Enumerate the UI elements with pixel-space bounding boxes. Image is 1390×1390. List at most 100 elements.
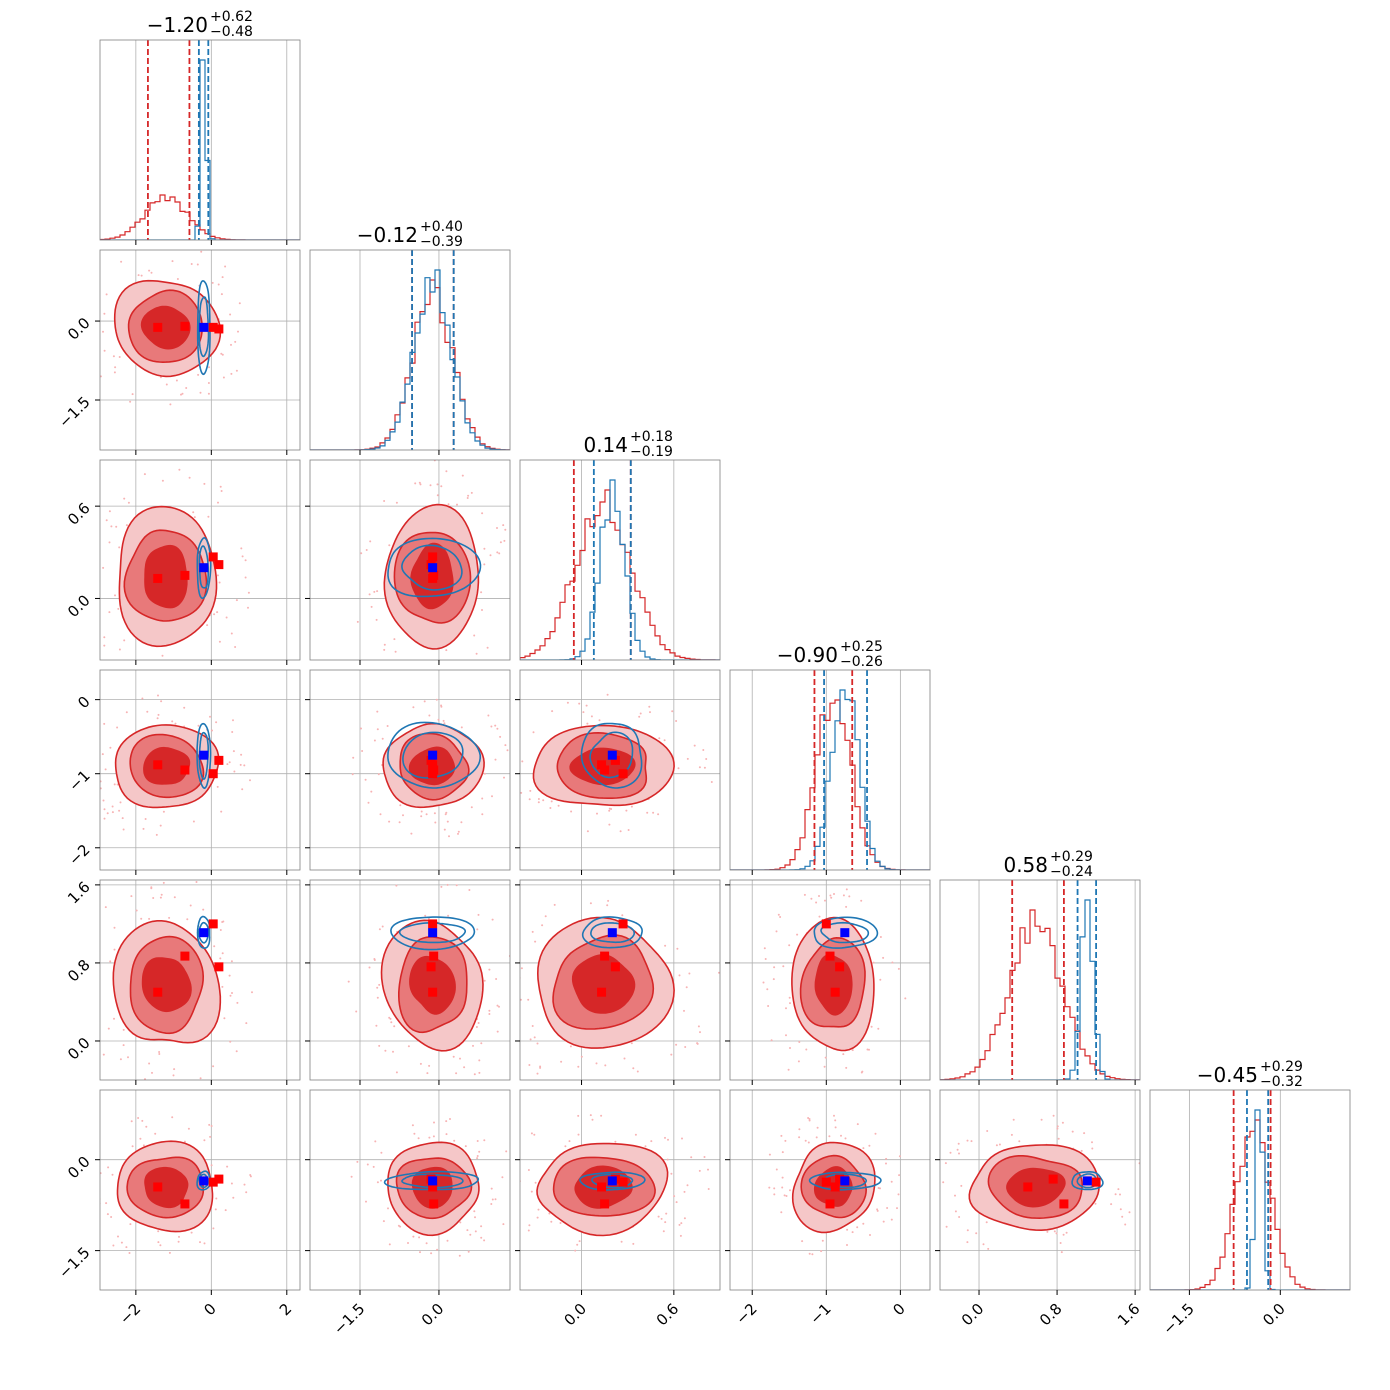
scatter-point-primary [414, 482, 417, 485]
panel-content [520, 670, 720, 870]
scatter-point-primary [541, 924, 544, 927]
scatter-point-primary [157, 694, 159, 697]
marker-secondary [199, 750, 209, 760]
scatter-point-primary [186, 918, 189, 921]
scatter-point-primary [1012, 1118, 1015, 1121]
scatter-point-primary [197, 373, 200, 376]
scatter-point-primary [151, 671, 153, 673]
scatter-point-primary [230, 343, 232, 346]
scatter-point-primary [958, 1152, 960, 1155]
scatter-point-primary [243, 1183, 246, 1186]
scatter-point-primary [223, 1017, 226, 1020]
scatter-point-primary [686, 757, 689, 760]
scatter-point-primary [845, 888, 848, 891]
marker-primary [426, 962, 436, 972]
scatter-point-primary [217, 501, 219, 504]
scatter-point-primary [165, 383, 168, 386]
scatter-point-primary [456, 503, 458, 506]
scatter-point-primary [113, 371, 116, 374]
scatter-point-primary [811, 1253, 814, 1256]
scatter-point-primary [360, 552, 363, 555]
panel-title-value: −0.45 [1197, 1063, 1258, 1087]
panel-4-0: 0.0 0.8 1.6 [64, 878, 301, 1085]
scatter-point-primary [897, 1193, 900, 1196]
panel-4-1 [305, 879, 511, 1085]
contour-primary [140, 305, 191, 350]
scatter-point-primary [221, 353, 224, 356]
scatter-point-primary [241, 555, 244, 558]
marker-primary [428, 552, 438, 562]
scatter-point-primary [798, 1136, 801, 1139]
scatter-point-primary [190, 1231, 193, 1234]
scatter-point-primary [644, 1145, 647, 1148]
panel-frame [519, 879, 721, 1081]
scatter-point-primary [445, 649, 448, 652]
scatter-point-primary [154, 677, 156, 679]
scatter-point-primary [161, 1082, 163, 1084]
scatter-point-primary [1053, 1230, 1056, 1233]
scatter-point-primary [840, 1134, 842, 1137]
scatter-point-primary [206, 624, 209, 627]
y-tick-label: −1.5 [55, 1244, 93, 1282]
scatter-point-primary [376, 710, 379, 713]
scatter-point-primary [660, 1217, 663, 1220]
scatter-point-primary [112, 355, 115, 358]
scatter-point-primary [846, 1244, 848, 1246]
scatter-point-primary [481, 813, 484, 816]
scatter-point-primary [634, 1133, 637, 1136]
scatter-point-primary [148, 1062, 151, 1065]
scatter-point-primary [131, 1145, 134, 1148]
scatter-point-primary [171, 260, 174, 263]
panel-content [91, 460, 300, 679]
scatter-point-primary [498, 552, 501, 555]
scatter-point-primary [662, 1230, 665, 1233]
panel-3-2 [515, 669, 721, 875]
marker-primary [600, 1199, 610, 1209]
scatter-point-primary [91, 641, 93, 643]
scatter-point-primary [536, 1042, 539, 1045]
scatter-point-primary [232, 750, 235, 753]
scatter-point-primary [77, 1185, 79, 1187]
marker-primary [830, 1182, 840, 1192]
scatter-point-primary [395, 501, 398, 504]
scatter-point-primary [103, 817, 106, 820]
scatter-point-primary [494, 724, 497, 727]
contour-secondary [198, 921, 210, 944]
scatter-point-primary [777, 913, 780, 916]
scatter-point-primary [494, 981, 496, 983]
scatter-point-primary [113, 948, 116, 951]
scatter-point-primary [428, 714, 431, 717]
scatter-point-primary [213, 613, 216, 616]
scatter-point-primary [142, 827, 145, 830]
marker-primary [1059, 1199, 1069, 1209]
panel-0-0 [99, 39, 301, 245]
scatter-point-primary [1062, 1233, 1065, 1236]
scatter-point-primary [1094, 1202, 1097, 1205]
scatter-point-primary [478, 1071, 481, 1074]
scatter-point-primary [690, 1156, 693, 1159]
scatter-point-primary [478, 1059, 481, 1062]
scatter-point-primary [219, 485, 222, 488]
scatter-point-primary [632, 1242, 635, 1245]
scatter-point-primary [102, 330, 104, 333]
panel-title-minus: −0.24 [1050, 864, 1093, 880]
scatter-point-primary [379, 813, 382, 816]
scatter-point-primary [703, 1156, 706, 1158]
scatter-point-primary [828, 1135, 831, 1138]
scatter-point-primary [373, 959, 376, 961]
scatter-point-primary [418, 481, 421, 484]
panel-frame [99, 249, 301, 451]
panel-title-value: 0.14 [583, 433, 628, 457]
scatter-point-primary [502, 1170, 504, 1172]
contour-primary [409, 955, 456, 1015]
scatter-point-primary [106, 812, 109, 815]
panel-5-1: −1.5 0.0 [305, 1089, 511, 1338]
scatter-point-primary [114, 594, 116, 597]
scatter-point-primary [159, 376, 162, 379]
scatter-point-primary [770, 1039, 773, 1042]
scatter-point-primary [600, 1114, 603, 1117]
scatter-point-primary [468, 889, 471, 891]
scatter-point-primary [104, 906, 107, 909]
scatter-point-primary [449, 1118, 451, 1120]
